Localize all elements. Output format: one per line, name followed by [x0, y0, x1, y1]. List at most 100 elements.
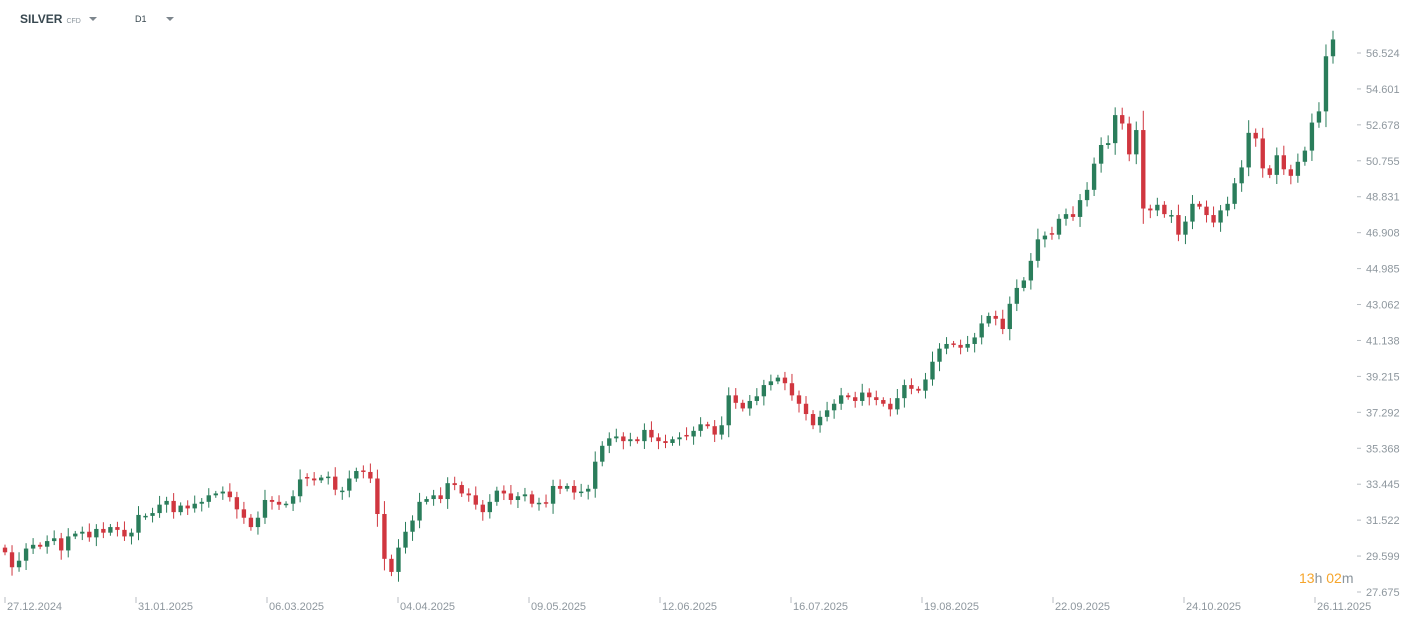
candle-body	[1225, 203, 1230, 211]
candle	[867, 388, 872, 406]
candle-body	[473, 495, 478, 505]
candle	[614, 428, 619, 443]
candle-body	[614, 436, 619, 439]
candle-body	[522, 494, 528, 497]
candle-body	[234, 497, 240, 510]
candle-body	[66, 536, 71, 551]
y-tick-label: 37.292	[1366, 407, 1400, 419]
candle-body	[1120, 115, 1125, 124]
candle	[1000, 309, 1005, 335]
candle	[2, 544, 8, 556]
candle	[1169, 209, 1174, 223]
candle	[304, 473, 310, 487]
candle-body	[867, 392, 872, 398]
candle-body	[452, 483, 457, 486]
candle	[508, 484, 514, 505]
candle-body	[150, 513, 155, 516]
candle	[782, 371, 788, 391]
candle-body	[480, 504, 485, 513]
candle-body	[206, 495, 211, 502]
candle	[824, 401, 830, 422]
candle	[150, 507, 155, 523]
candle-body	[1042, 235, 1048, 240]
candle	[789, 373, 795, 401]
candle	[937, 343, 942, 372]
candle-body	[1070, 214, 1076, 217]
candle	[571, 480, 577, 500]
candle	[733, 388, 738, 409]
candle	[1246, 120, 1251, 177]
candle	[635, 436, 640, 444]
candle	[206, 488, 211, 508]
candle	[220, 486, 225, 500]
candle	[333, 467, 338, 496]
candle	[1127, 116, 1132, 162]
candle-body	[916, 388, 921, 391]
chevron-down-icon	[165, 17, 174, 21]
candle	[143, 513, 148, 520]
candle	[319, 474, 324, 484]
candle-body	[775, 377, 781, 382]
candle-body	[860, 392, 865, 401]
candle	[1330, 30, 1336, 64]
candle-body	[1077, 200, 1083, 217]
candle-body	[136, 514, 141, 533]
candle-body	[501, 490, 507, 494]
candle	[297, 469, 303, 503]
candle-body	[37, 544, 43, 547]
candle	[747, 394, 752, 416]
candle-body	[424, 499, 429, 502]
x-tick-label: 24.10.2025	[1186, 601, 1241, 613]
candle	[1232, 177, 1237, 210]
candle-body	[754, 396, 760, 401]
x-tick-label: 31.01.2025	[138, 601, 193, 613]
price-axis: 56.524 54.601 52.678 50.755 48.831 46.908 44.9…	[1357, 48, 1400, 599]
timeframe-selector[interactable]: D1	[135, 14, 174, 24]
candle	[1098, 137, 1104, 173]
candle	[326, 471, 331, 485]
candle-body	[1021, 280, 1027, 288]
candle	[600, 441, 605, 467]
candle-body	[874, 397, 879, 401]
symbol-name: SILVER	[20, 12, 63, 26]
candle-body	[747, 400, 752, 409]
candle-body	[564, 485, 570, 489]
candle-body	[923, 379, 928, 391]
candle-body	[895, 398, 900, 410]
candle	[213, 490, 218, 498]
candle	[157, 495, 162, 518]
y-tick-label: 27.675	[1366, 587, 1400, 599]
candle-countdown: 13h 02m	[1299, 570, 1354, 586]
candle	[80, 526, 85, 541]
candle-body	[817, 416, 823, 426]
y-tick-label: 43.062	[1366, 300, 1400, 312]
y-tick-label: 50.755	[1366, 156, 1400, 168]
candle	[536, 497, 542, 511]
symbol-selector[interactable]: SILVER CFD	[20, 12, 97, 26]
candle	[951, 340, 956, 348]
candle	[944, 337, 949, 355]
candle	[916, 386, 921, 394]
candle-body	[122, 529, 127, 537]
candle	[838, 387, 844, 410]
candle-body	[283, 503, 289, 506]
countdown-minutes: 02	[1326, 570, 1342, 586]
candle-body	[347, 478, 352, 491]
candle	[30, 538, 36, 554]
candle-body	[965, 343, 970, 348]
candle	[44, 535, 50, 554]
candle-body	[635, 439, 640, 442]
candle-body	[87, 531, 92, 538]
candle	[1028, 253, 1034, 290]
candle-body	[557, 485, 563, 489]
candle	[115, 521, 120, 537]
candle-body	[1253, 132, 1258, 139]
candle	[473, 486, 478, 510]
candle-body	[311, 478, 317, 481]
candle-body	[52, 538, 57, 542]
candle-body	[185, 505, 190, 509]
y-tick-label: 52.678	[1366, 120, 1400, 132]
candle	[255, 511, 261, 535]
candle	[192, 495, 197, 513]
